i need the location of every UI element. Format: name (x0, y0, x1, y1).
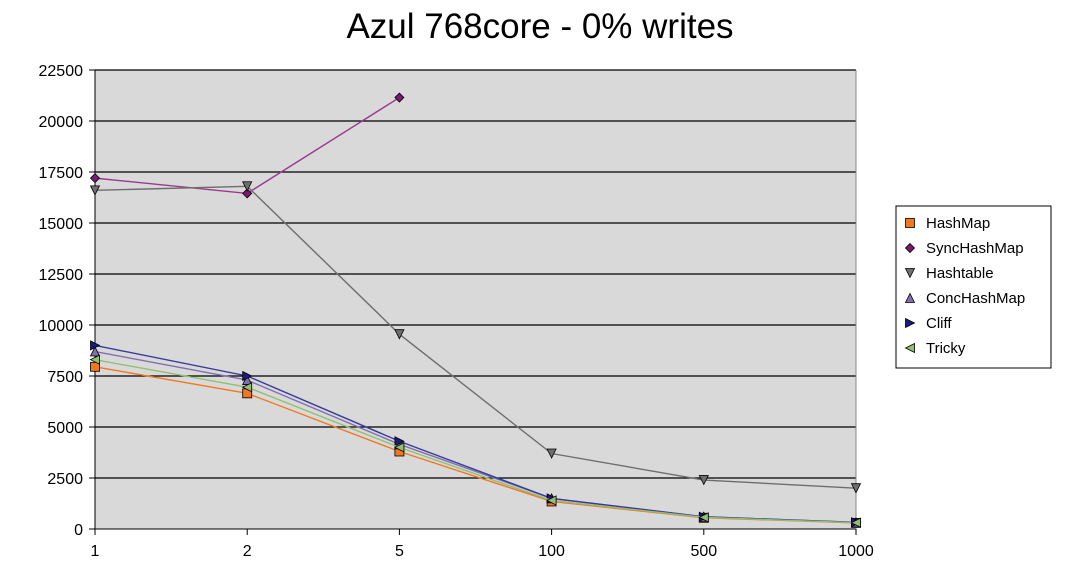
data-point (242, 188, 253, 199)
data-point (394, 329, 405, 340)
data-point (394, 436, 405, 447)
legend: HashMap SyncHashMap Hashtable ConcHashMap Cl… (895, 205, 1052, 369)
legend-marker (904, 292, 916, 303)
legend-label: SyncHashMap (926, 240, 1024, 257)
data-point (850, 483, 862, 494)
data-point (90, 340, 101, 351)
x-tick-label: 5 (395, 543, 404, 560)
y-tick-label: 7500 (47, 369, 83, 386)
legend-label: HashMap (926, 215, 990, 232)
chart-title: Azul 768core - 0% writes (346, 7, 733, 46)
legend-label: Tricky (926, 340, 966, 357)
data-point (89, 185, 101, 196)
legend-label: Hashtable (926, 265, 994, 282)
data-point (89, 173, 101, 184)
x-tick-label: 500 (690, 543, 717, 560)
x-tick-label: 1 (91, 543, 100, 560)
data-point (241, 382, 253, 393)
legend-marker (904, 268, 916, 279)
data-point (546, 448, 557, 459)
data-point (242, 181, 253, 192)
y-tick-label: 15000 (39, 216, 84, 233)
x-tick-label: 1000 (838, 543, 874, 560)
series-tricky (89, 354, 861, 528)
y-tick-label: 5000 (47, 420, 83, 437)
y-tick-label: 10000 (39, 318, 84, 335)
y-tick-label: 17500 (39, 165, 84, 182)
legend-marker (905, 218, 915, 228)
y-tick-label: 2500 (47, 471, 83, 488)
y-tick-label: 0 (74, 522, 83, 539)
legend-label: Cliff (926, 315, 952, 332)
plot-background (95, 70, 856, 529)
x-tick-label: 100 (538, 543, 565, 560)
series-line (94, 358, 857, 524)
legend-marker (905, 317, 916, 329)
data-point (698, 475, 709, 486)
legend-marker (904, 242, 916, 254)
series-synchashmap (89, 92, 405, 199)
y-tick-label: 22500 (39, 63, 84, 80)
data-point (698, 512, 709, 523)
data-point (546, 495, 557, 506)
legend-marker (904, 342, 915, 354)
data-point (394, 442, 405, 453)
data-point (850, 517, 861, 528)
y-tick-label: 20000 (39, 114, 84, 131)
legend-label: ConcHashMap (926, 290, 1025, 307)
y-tick-label: 12500 (39, 267, 84, 284)
data-point (394, 92, 405, 103)
legend-box (895, 205, 1052, 369)
series-line (94, 185, 857, 489)
data-point (242, 370, 253, 382)
data-point (89, 346, 101, 357)
plot-area: 0250050007500100001250015000175002000022… (39, 63, 874, 560)
series-hashtable (89, 181, 862, 494)
x-tick-label: 2 (243, 543, 252, 560)
data-point (89, 354, 100, 365)
